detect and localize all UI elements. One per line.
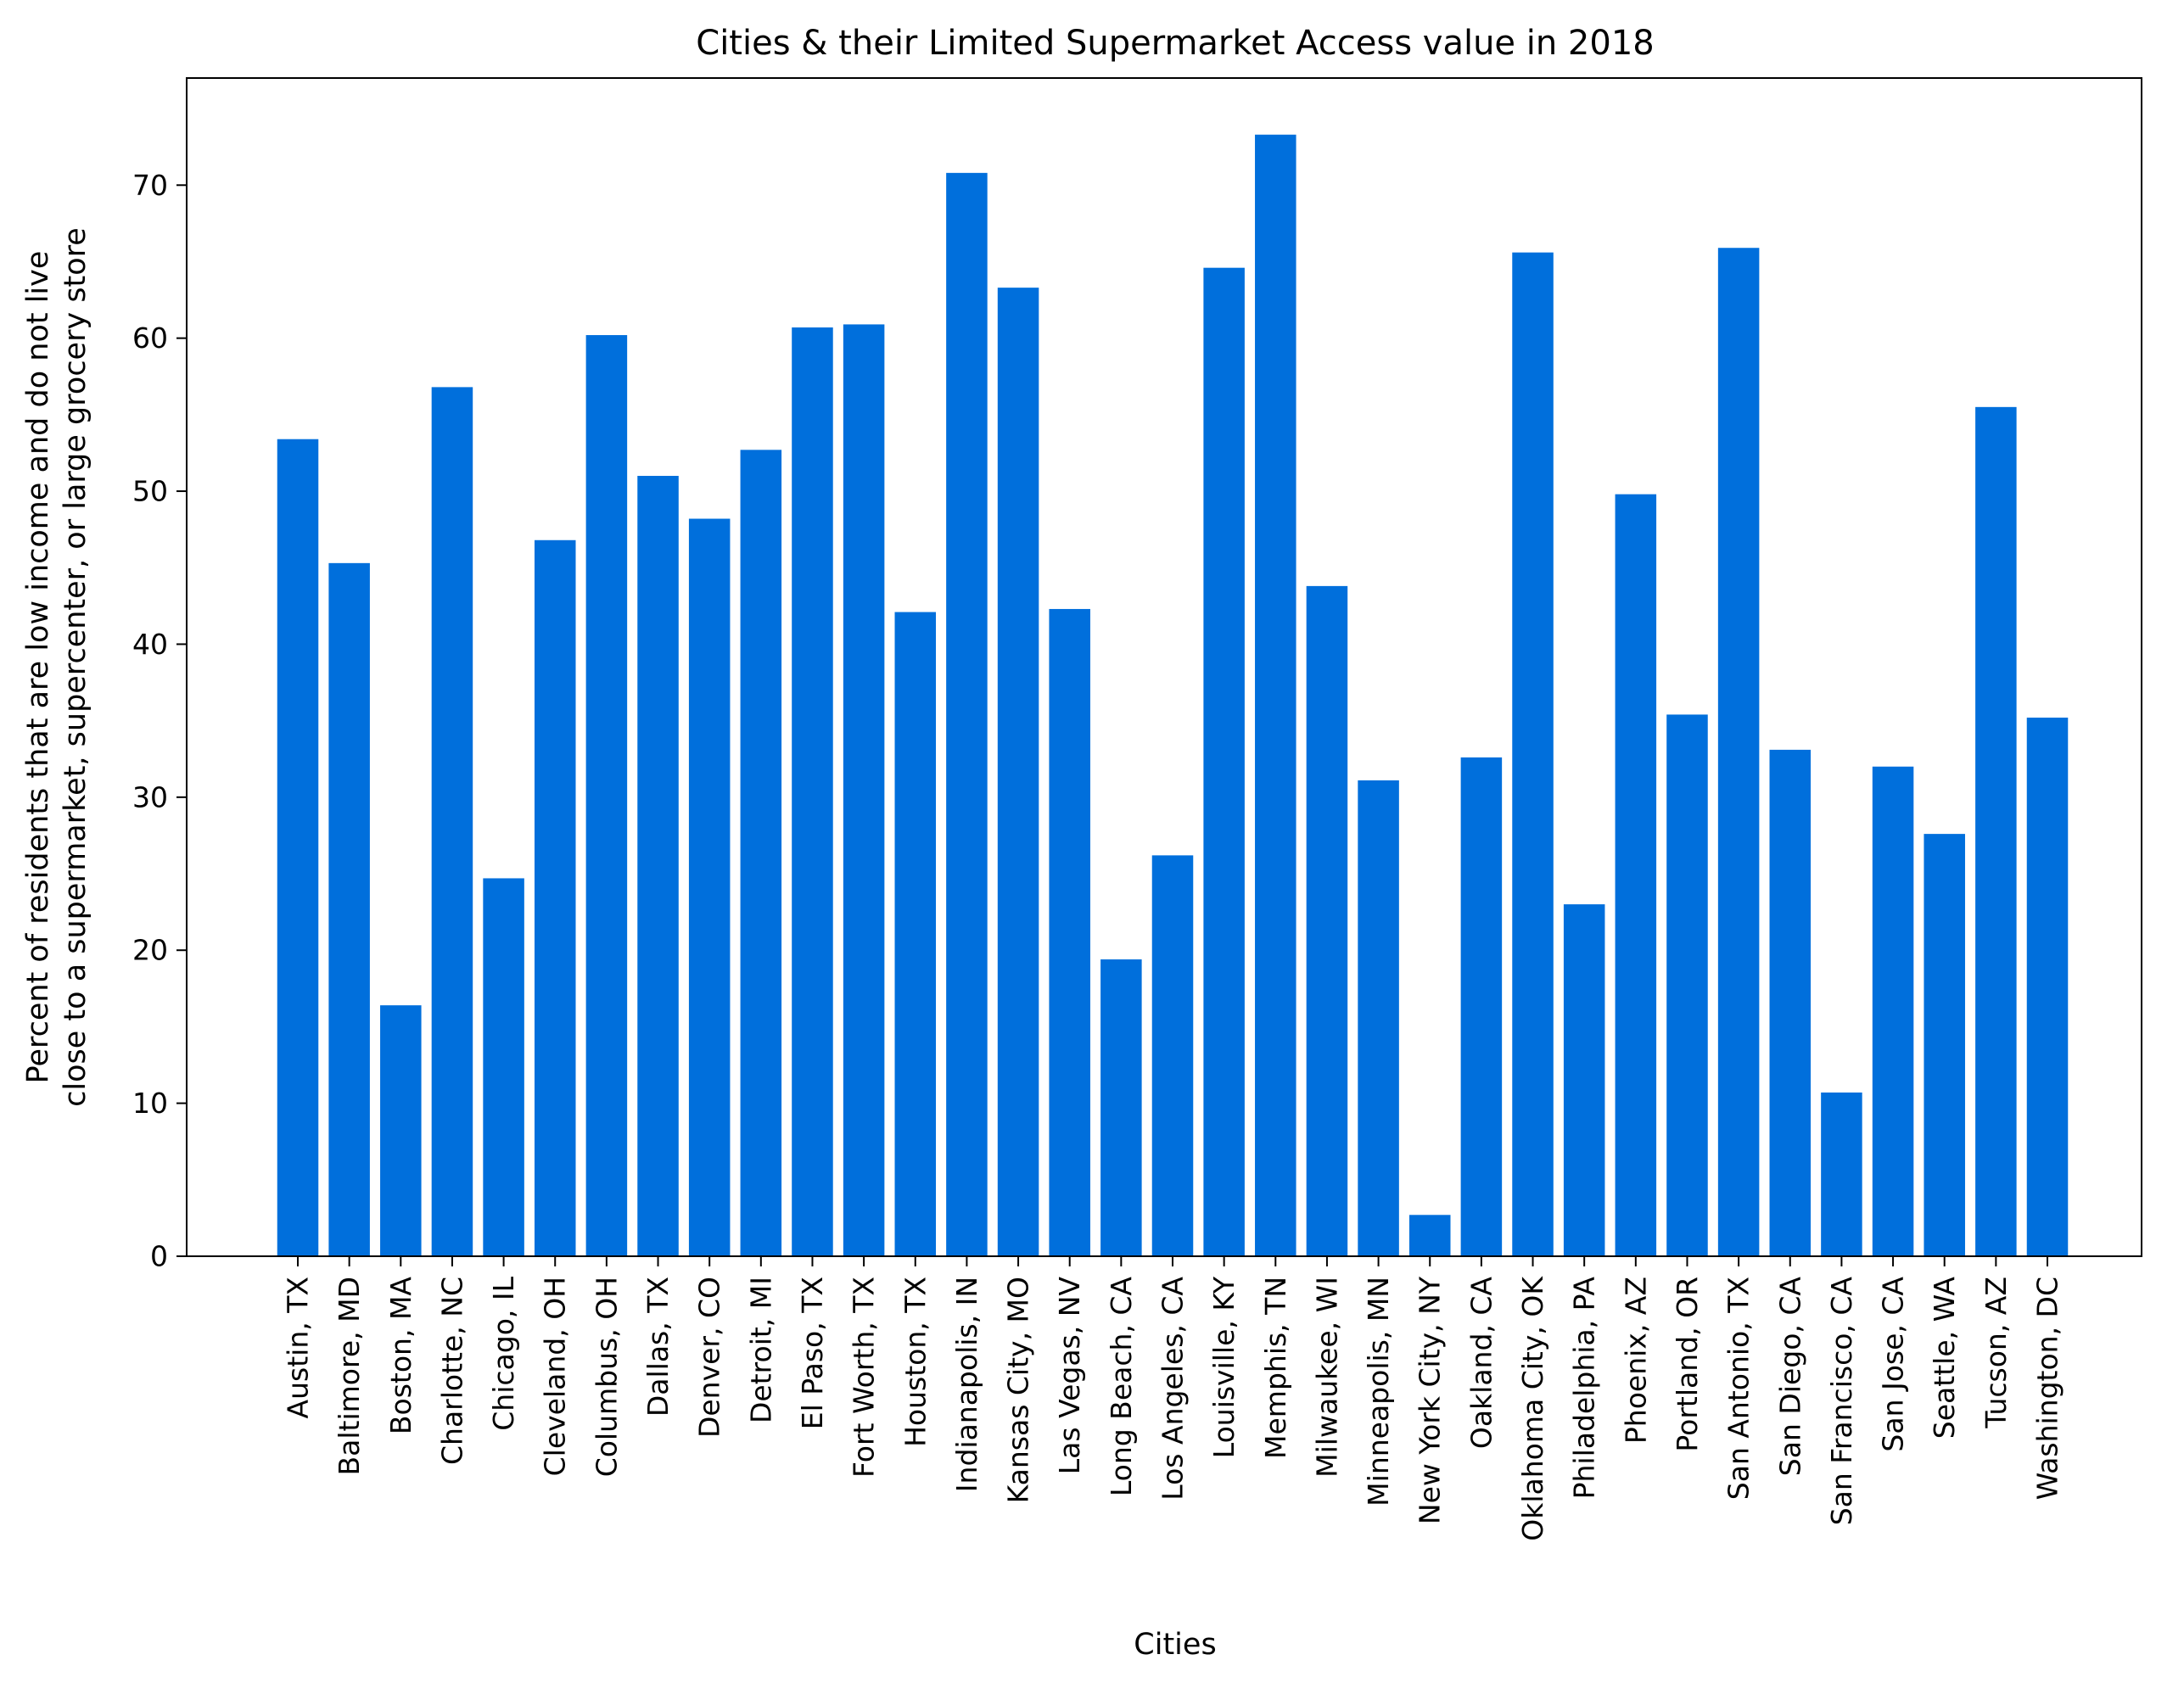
bar — [843, 324, 885, 1257]
bar — [1717, 248, 1760, 1257]
x-tick-label: Houston, TX — [899, 1277, 932, 1447]
x-axis-label: Cities — [1134, 1628, 1216, 1662]
bar — [1821, 1092, 1862, 1256]
x-tick-label: New York City, NY — [1414, 1276, 1447, 1524]
bar — [1255, 134, 1296, 1257]
bar — [1151, 855, 1194, 1256]
y-tick-label: 40 — [132, 628, 168, 661]
x-tick-label: San Francisco, CA — [1825, 1277, 1858, 1526]
bar — [1615, 494, 1657, 1256]
x-tick-label: San Antonio, TX — [1722, 1277, 1756, 1500]
bar — [380, 1005, 422, 1256]
bar — [688, 518, 731, 1256]
y-tick-label: 20 — [132, 934, 168, 967]
bar — [1666, 714, 1708, 1256]
x-tick-label: Cleveland, OH — [539, 1277, 572, 1476]
x-tick-label: Milwaukee, WI — [1310, 1277, 1343, 1478]
bar — [1358, 780, 1399, 1256]
x-tick-label: Austin, TX — [282, 1277, 315, 1418]
x-tick-label: San Jose, CA — [1877, 1277, 1910, 1452]
bar — [1306, 585, 1348, 1256]
x-tick-label: Portland, OR — [1671, 1277, 1704, 1452]
chart-title: Cities & their Limited Supermarket Acces… — [696, 24, 1654, 63]
y-axis-label-line: close to a supermarket, supercenter, or … — [59, 227, 92, 1107]
x-tick-label: Columbus, OH — [590, 1277, 623, 1477]
x-tick-label: Indianapolis, IN — [950, 1277, 983, 1492]
bar — [431, 387, 473, 1256]
x-tick-label: Los Angeles, CA — [1156, 1277, 1190, 1501]
bar — [1100, 959, 1142, 1256]
bar — [1872, 766, 1914, 1256]
x-tick-label: Phoenix, AZ — [1619, 1277, 1652, 1444]
x-tick-label: Memphis, TN — [1259, 1277, 1292, 1459]
x-tick-label: Detroit, MI — [744, 1277, 777, 1423]
bar — [277, 439, 319, 1256]
x-tick-label: San Diego, CA — [1773, 1277, 1806, 1477]
bar — [1769, 749, 1812, 1256]
x-tick-label: Washington, DC — [2031, 1277, 2064, 1500]
y-tick-label: 70 — [132, 169, 168, 202]
y-tick-label: 0 — [150, 1240, 168, 1273]
bar — [997, 288, 1039, 1256]
x-tick-label: Boston, MA — [384, 1277, 417, 1435]
bar — [1563, 904, 1605, 1256]
bar — [637, 476, 679, 1256]
bars-group — [277, 134, 2069, 1257]
bar — [740, 450, 782, 1256]
y-axis-label-line: Percent of residents that are low income… — [21, 251, 55, 1084]
x-tick-label: Fort Worth, TX — [848, 1277, 881, 1478]
x-tick-label: Philadelphia, PA — [1568, 1277, 1601, 1500]
bar — [1512, 252, 1554, 1256]
y-axis-label: Percent of residents that are low income… — [21, 227, 92, 1107]
bar — [946, 172, 988, 1257]
bar — [483, 878, 524, 1256]
x-tick-label: Chicago, IL — [487, 1276, 520, 1430]
x-tick-label: Denver, CO — [693, 1277, 726, 1438]
bar — [1975, 406, 2017, 1257]
bar — [585, 335, 628, 1256]
bar — [1924, 834, 1965, 1256]
y-tick-label: 50 — [132, 475, 168, 508]
x-tick-label: Oakland, CA — [1464, 1277, 1498, 1450]
x-tick-label: Dallas, TX — [641, 1277, 675, 1417]
bar — [1460, 757, 1503, 1256]
y-tick-label: 10 — [132, 1087, 168, 1120]
x-tick-label: Charlotte, NC — [435, 1277, 468, 1465]
bar — [1408, 1215, 1451, 1256]
bar — [534, 539, 576, 1256]
bar — [2026, 718, 2069, 1256]
bar — [1049, 608, 1090, 1256]
x-tick-label: Oklahoma City, OK — [1516, 1276, 1549, 1541]
x-axis: Austin, TX Baltimore, MD Boston, MA Charlot… — [282, 1256, 2064, 1541]
x-tick-label: Tucson, AZ — [1980, 1277, 2013, 1429]
bar — [894, 612, 937, 1256]
x-tick-label: Kansas City, MO — [1002, 1277, 1035, 1503]
x-tick-label: Seattle, WA — [1928, 1277, 1961, 1439]
y-tick-label: 60 — [132, 321, 168, 355]
y-tick-label: 30 — [132, 780, 168, 813]
plot-frame — [186, 77, 2142, 1257]
y-axis: 0 10 20 30 40 50 60 70 — [132, 169, 187, 1273]
x-tick-label: Long Beach, CA — [1105, 1277, 1138, 1497]
x-tick-label: Las Vegas, NV — [1053, 1277, 1086, 1475]
x-tick-label: Minneapolis, MN — [1362, 1277, 1395, 1506]
bar — [792, 327, 833, 1256]
bar — [328, 562, 370, 1256]
x-tick-label: Baltimore, MD — [333, 1277, 366, 1475]
bar — [1203, 267, 1245, 1257]
x-tick-label: El Paso, TX — [796, 1277, 829, 1429]
x-tick-label: Louisville, KY — [1207, 1276, 1240, 1458]
